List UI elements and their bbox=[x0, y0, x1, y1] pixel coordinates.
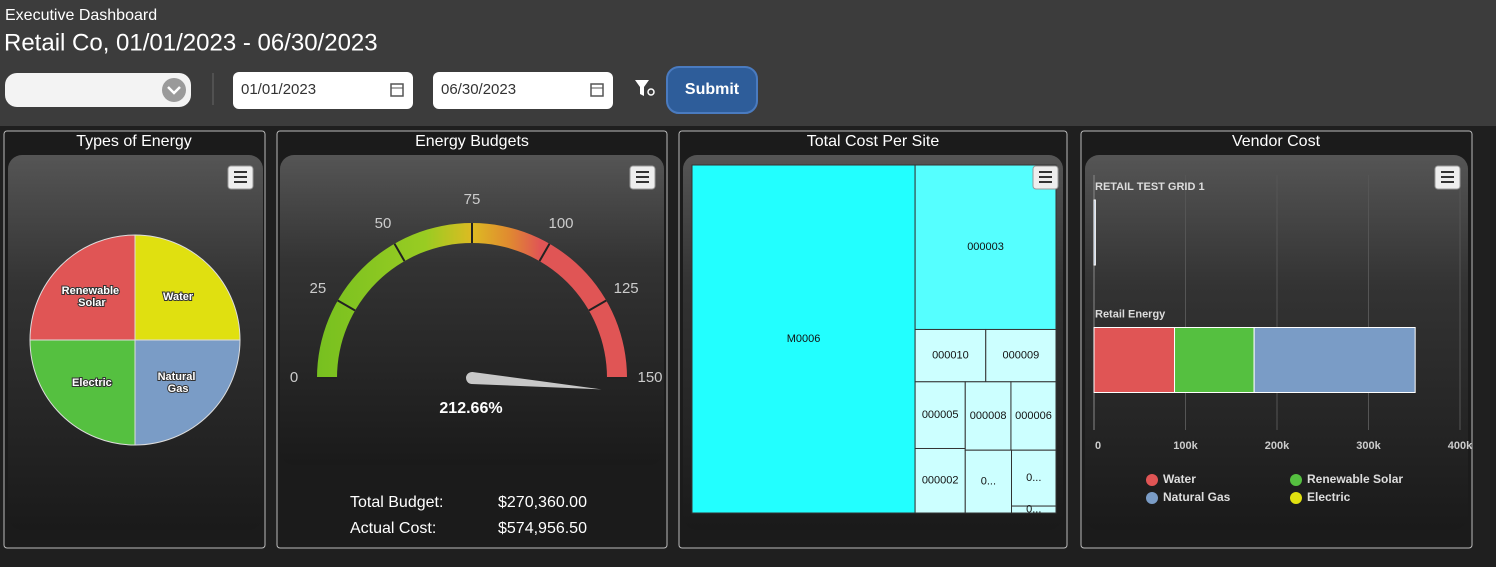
slice-label: Natural Gas bbox=[158, 371, 199, 395]
x-tick-label: 400k bbox=[1448, 440, 1473, 452]
gauge-tick bbox=[393, 243, 406, 262]
bar-segment bbox=[1093, 327, 1176, 393]
category-label: RETAIL TEST GRID 1 bbox=[1095, 181, 1205, 193]
legend-label: Water bbox=[1163, 472, 1196, 486]
treemap-cell bbox=[1011, 505, 1057, 514]
treemap-cell bbox=[914, 164, 1057, 330]
bar-segment bbox=[1253, 327, 1416, 393]
x-tick-label: 0 bbox=[1095, 440, 1101, 452]
header-title: Retail Co, 01/01/2023 - 06/30/2023 bbox=[4, 29, 378, 56]
bar-segment bbox=[1093, 199, 1096, 266]
dropdown[interactable] bbox=[5, 73, 191, 107]
panel-title: Energy Budgets bbox=[415, 133, 529, 150]
treemap-label: M0006 bbox=[787, 333, 821, 345]
treemap-cell bbox=[1011, 449, 1057, 507]
panel-title: Total Cost Per Site bbox=[807, 133, 940, 150]
chart-menu-button[interactable] bbox=[227, 165, 254, 190]
legend-item[interactable]: Water bbox=[1146, 472, 1196, 486]
x-tick-label: 200k bbox=[1265, 440, 1290, 452]
treemap-label: 0... bbox=[1026, 503, 1041, 515]
submit-label: Submit bbox=[685, 81, 740, 98]
gauge-band bbox=[317, 223, 627, 378]
treemap-label: 000008 bbox=[970, 410, 1007, 422]
panel-title: Vendor Cost bbox=[1232, 133, 1321, 150]
gauge-value-label: 212.66% bbox=[439, 400, 502, 417]
gauge-needle bbox=[466, 371, 602, 390]
panel-title: Types of Energy bbox=[76, 133, 192, 150]
pie-slice bbox=[134, 339, 241, 446]
treemap-label: 000009 bbox=[1003, 350, 1040, 362]
legend-label: Electric bbox=[1307, 490, 1351, 504]
x-tick-label: 300k bbox=[1356, 440, 1381, 452]
treemap-cell bbox=[985, 328, 1057, 383]
treemap-label: 0... bbox=[981, 476, 996, 488]
chart-menu-button[interactable] bbox=[1032, 165, 1059, 190]
submit-button[interactable]: Submit bbox=[666, 66, 758, 114]
treemap-label: 000006 bbox=[1015, 410, 1052, 422]
end-date: 06/30/2023 bbox=[441, 81, 516, 98]
x-tick-label: 100k bbox=[1173, 440, 1198, 452]
legend-marker bbox=[1290, 474, 1302, 486]
treemap-cell bbox=[691, 164, 916, 514]
gauge-tick-label: 0 bbox=[290, 369, 298, 386]
gauge-tick-label: 125 bbox=[614, 280, 639, 297]
treemap-label: 000010 bbox=[932, 350, 969, 362]
summary-value: $270,360.00 bbox=[498, 494, 587, 511]
bar-segment bbox=[1174, 327, 1255, 393]
treemap-cell bbox=[914, 447, 966, 514]
slice-label: Water bbox=[163, 291, 194, 303]
gauge-tick-label: 150 bbox=[637, 369, 662, 386]
chart-menu-button[interactable] bbox=[1434, 165, 1461, 190]
header-subtitle: Executive Dashboard bbox=[5, 7, 157, 24]
start-date-input[interactable]: 01/01/2023 bbox=[233, 72, 413, 109]
end-date-input[interactable]: 06/30/2023 bbox=[433, 72, 613, 109]
category-label: Retail Energy bbox=[1095, 308, 1166, 320]
legend-marker bbox=[1146, 474, 1158, 486]
gauge-tick bbox=[588, 299, 607, 312]
gauge-tick bbox=[538, 243, 551, 262]
start-date: 01/01/2023 bbox=[241, 81, 316, 98]
slice-label: Renewable Solar bbox=[62, 285, 123, 309]
legend-item[interactable]: Natural Gas bbox=[1146, 490, 1231, 504]
treemap-label: 000005 bbox=[922, 409, 959, 421]
legend-marker bbox=[1146, 492, 1158, 504]
legend-label: Natural Gas bbox=[1163, 490, 1231, 504]
treemap-label: 0... bbox=[1026, 472, 1041, 484]
pie-slice bbox=[29, 234, 136, 341]
chart-menu-button[interactable] bbox=[629, 165, 656, 190]
treemap-cell bbox=[1010, 381, 1057, 451]
gauge-tick bbox=[337, 299, 356, 312]
pie-slice bbox=[134, 234, 241, 341]
gauge-tick-label: 50 bbox=[375, 215, 392, 232]
legend-marker bbox=[1290, 492, 1302, 504]
legend-item[interactable]: Electric bbox=[1290, 490, 1351, 504]
summary-label: Actual Cost: bbox=[350, 520, 436, 537]
summary-label: Total Budget: bbox=[350, 494, 443, 511]
gauge-tick-label: 25 bbox=[310, 280, 327, 297]
pie-slice bbox=[29, 339, 136, 446]
filter-settings-icon[interactable] bbox=[635, 80, 655, 96]
gauge-tick-label: 75 bbox=[464, 191, 481, 208]
gauge-tick-label: 100 bbox=[548, 215, 573, 232]
legend-label: Renewable Solar bbox=[1307, 472, 1403, 486]
legend-item[interactable]: Renewable Solar bbox=[1290, 472, 1403, 486]
treemap-label: 000003 bbox=[967, 241, 1004, 253]
summary-value: $574,956.50 bbox=[498, 520, 587, 537]
slice-label: Electric bbox=[72, 377, 112, 389]
treemap-label: 000002 bbox=[922, 475, 959, 487]
